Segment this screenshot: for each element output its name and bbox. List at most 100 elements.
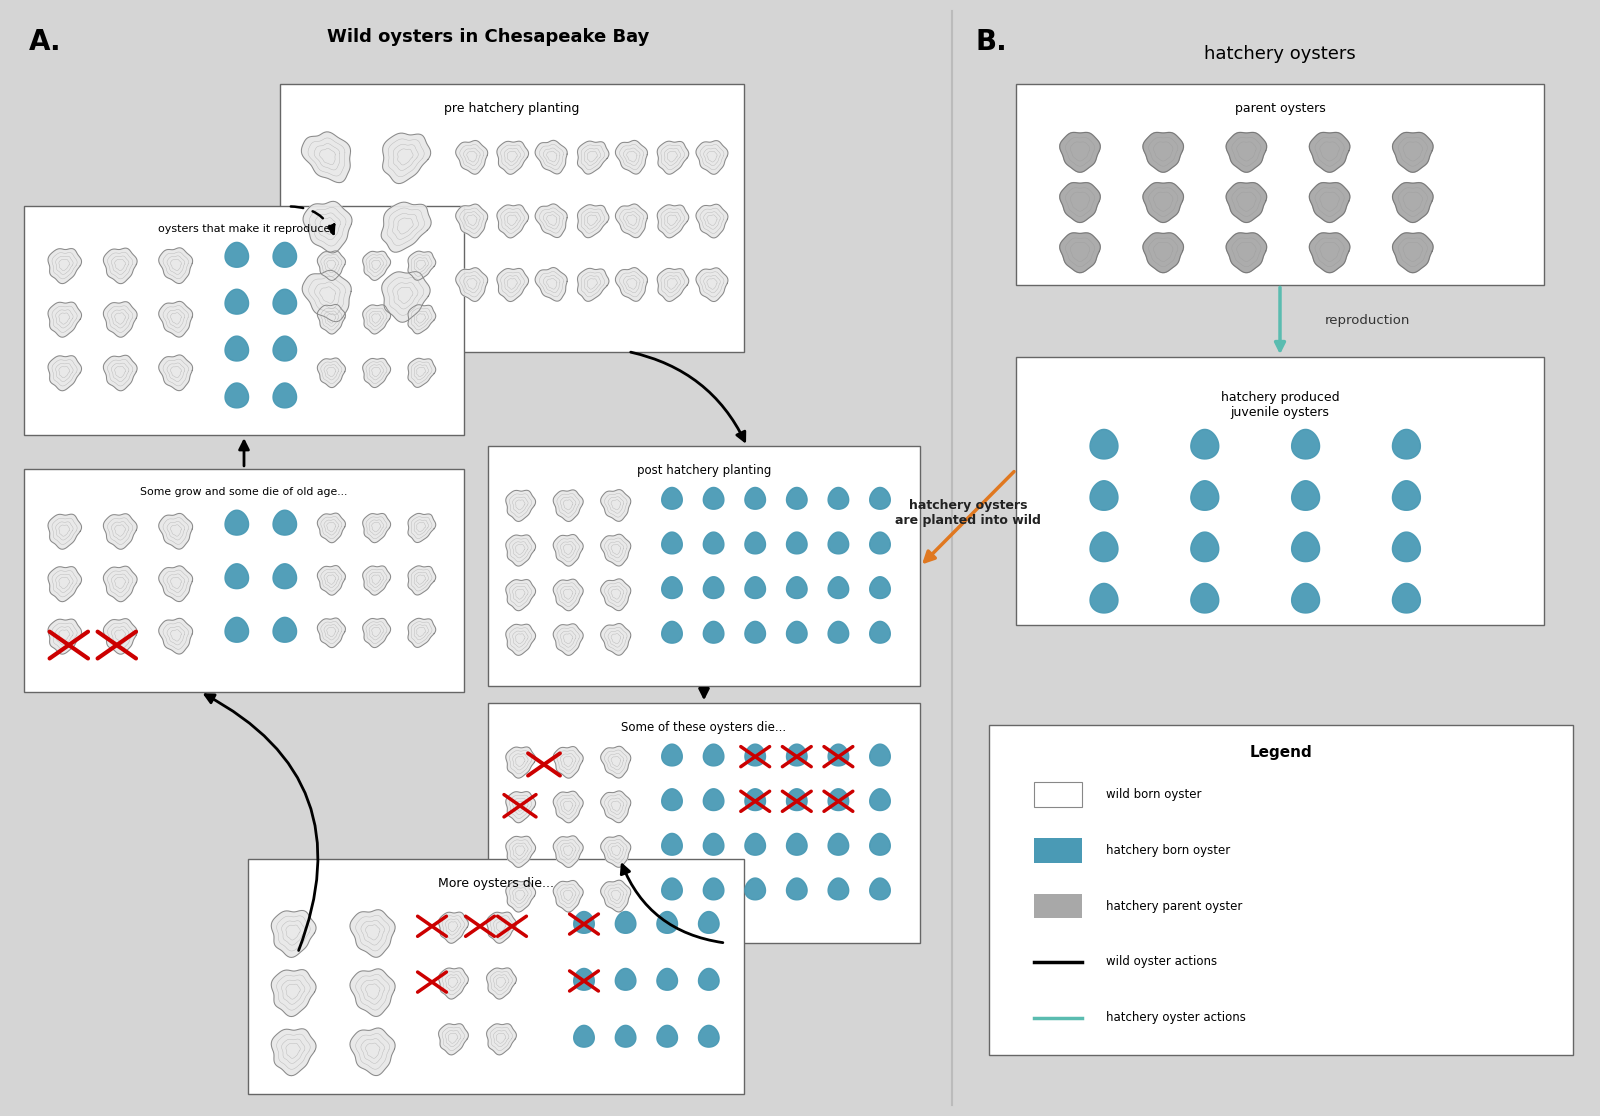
Polygon shape <box>746 878 765 899</box>
Polygon shape <box>1190 430 1219 459</box>
Polygon shape <box>616 969 635 990</box>
Polygon shape <box>104 618 138 654</box>
Polygon shape <box>274 383 296 407</box>
Polygon shape <box>696 204 728 238</box>
Polygon shape <box>302 270 352 321</box>
Polygon shape <box>158 301 192 337</box>
Text: hatchery oyster actions: hatchery oyster actions <box>1106 1011 1245 1024</box>
Polygon shape <box>350 1028 395 1076</box>
Polygon shape <box>226 289 248 314</box>
Polygon shape <box>1059 233 1101 272</box>
Polygon shape <box>1392 532 1421 561</box>
Polygon shape <box>1226 233 1267 272</box>
Polygon shape <box>363 566 390 595</box>
FancyBboxPatch shape <box>488 446 920 686</box>
Polygon shape <box>104 301 138 337</box>
Polygon shape <box>48 619 82 654</box>
Polygon shape <box>506 579 536 610</box>
Polygon shape <box>506 747 536 778</box>
Polygon shape <box>554 535 584 566</box>
FancyArrowPatch shape <box>240 441 248 466</box>
Polygon shape <box>787 622 806 643</box>
Polygon shape <box>746 488 765 509</box>
Text: Wild oysters in Chesapeake Bay: Wild oysters in Chesapeake Bay <box>326 28 650 46</box>
Polygon shape <box>534 204 568 238</box>
Polygon shape <box>554 791 584 822</box>
Polygon shape <box>600 579 630 610</box>
Polygon shape <box>704 532 723 554</box>
Text: hatchery oysters
are planted into wild: hatchery oysters are planted into wild <box>894 499 1042 528</box>
Polygon shape <box>48 356 82 391</box>
Polygon shape <box>658 205 688 238</box>
Polygon shape <box>48 249 82 283</box>
Polygon shape <box>696 141 728 174</box>
Polygon shape <box>456 141 488 174</box>
Polygon shape <box>226 617 248 642</box>
Polygon shape <box>578 268 610 301</box>
Polygon shape <box>574 912 594 933</box>
Polygon shape <box>574 969 594 990</box>
Polygon shape <box>438 912 469 943</box>
Polygon shape <box>746 834 765 855</box>
Polygon shape <box>704 878 723 899</box>
Polygon shape <box>272 970 317 1017</box>
Polygon shape <box>408 358 435 387</box>
Polygon shape <box>704 834 723 855</box>
Polygon shape <box>534 268 568 301</box>
FancyBboxPatch shape <box>1016 84 1544 285</box>
Polygon shape <box>350 969 395 1017</box>
Polygon shape <box>104 248 138 283</box>
Polygon shape <box>829 577 848 598</box>
Polygon shape <box>363 618 390 647</box>
Polygon shape <box>272 911 317 958</box>
Polygon shape <box>662 834 682 855</box>
Polygon shape <box>534 141 568 174</box>
Polygon shape <box>658 912 677 933</box>
Polygon shape <box>363 358 390 387</box>
FancyArrowPatch shape <box>205 694 318 951</box>
Polygon shape <box>574 1026 594 1047</box>
Polygon shape <box>408 566 435 595</box>
Polygon shape <box>382 133 430 183</box>
Text: Some of these oysters die...: Some of these oysters die... <box>621 721 787 734</box>
Polygon shape <box>363 513 390 542</box>
Text: reproduction: reproduction <box>1325 315 1410 327</box>
Polygon shape <box>104 566 138 602</box>
Polygon shape <box>1142 183 1184 222</box>
Polygon shape <box>158 248 192 283</box>
Polygon shape <box>274 617 296 642</box>
Polygon shape <box>408 251 435 280</box>
Polygon shape <box>554 836 584 867</box>
Polygon shape <box>301 132 350 183</box>
Polygon shape <box>746 622 765 643</box>
Polygon shape <box>506 881 536 912</box>
FancyBboxPatch shape <box>1034 894 1082 918</box>
Polygon shape <box>704 789 723 810</box>
Polygon shape <box>1291 584 1320 613</box>
Polygon shape <box>1059 133 1101 172</box>
Polygon shape <box>662 622 682 643</box>
Polygon shape <box>699 969 718 990</box>
Polygon shape <box>616 1026 635 1047</box>
Polygon shape <box>274 289 296 314</box>
Polygon shape <box>408 513 435 542</box>
Text: post hatchery planting: post hatchery planting <box>637 464 771 478</box>
Polygon shape <box>829 622 848 643</box>
Text: hatchery parent oyster: hatchery parent oyster <box>1106 899 1242 913</box>
Polygon shape <box>274 510 296 535</box>
Polygon shape <box>1190 481 1219 510</box>
Polygon shape <box>600 624 630 655</box>
Polygon shape <box>746 577 765 598</box>
Polygon shape <box>616 204 648 238</box>
FancyBboxPatch shape <box>488 703 920 943</box>
Polygon shape <box>317 513 346 542</box>
Polygon shape <box>704 488 723 509</box>
Polygon shape <box>699 1026 718 1047</box>
FancyArrowPatch shape <box>699 689 709 698</box>
FancyArrowPatch shape <box>925 472 1014 561</box>
Polygon shape <box>662 532 682 554</box>
Polygon shape <box>1309 233 1350 272</box>
Polygon shape <box>658 142 688 174</box>
Polygon shape <box>870 834 890 855</box>
Text: More oysters die...: More oysters die... <box>438 877 554 891</box>
